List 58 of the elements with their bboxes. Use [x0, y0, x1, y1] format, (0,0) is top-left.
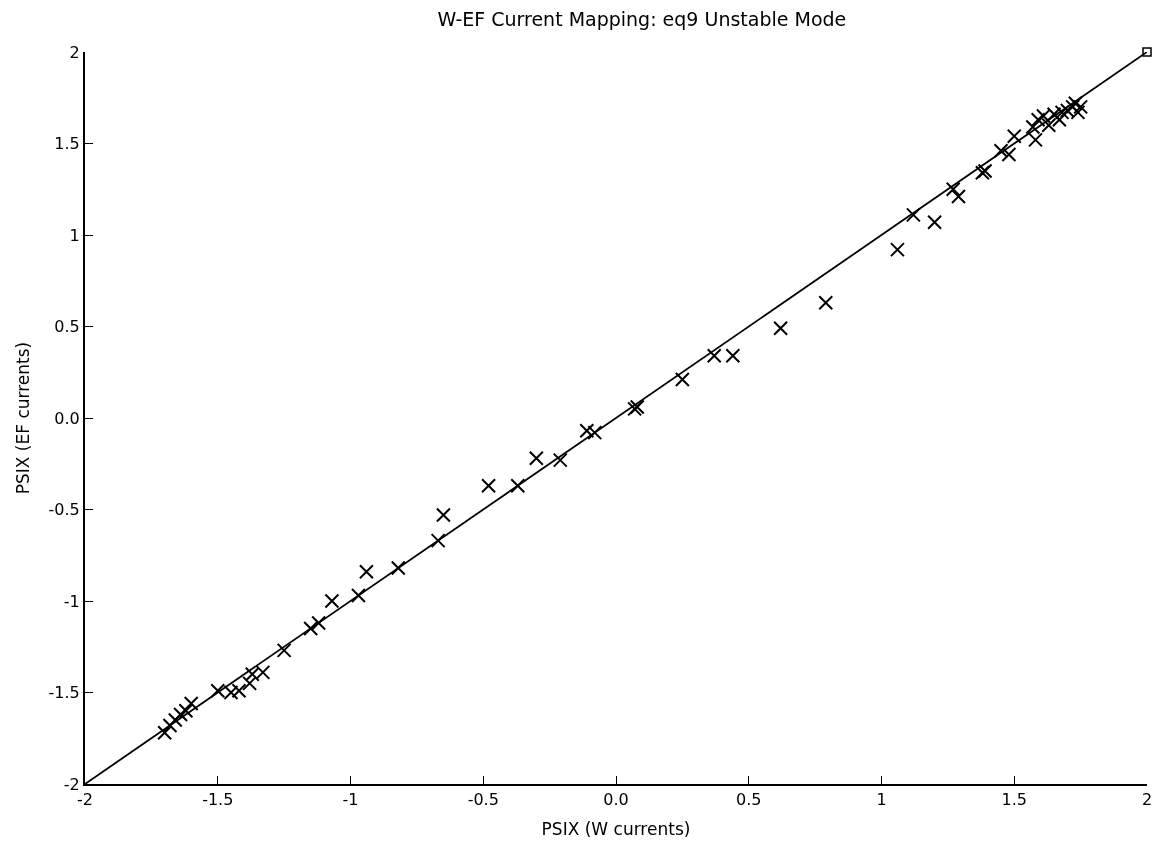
point [311, 615, 327, 631]
point [528, 450, 544, 466]
point [818, 295, 834, 311]
y-tick-label: -1.5 [48, 683, 80, 703]
point [350, 588, 366, 604]
point [242, 675, 258, 691]
point [579, 423, 595, 439]
x-tick-label: 2 [1141, 790, 1153, 810]
point [1030, 112, 1046, 128]
point [303, 620, 319, 636]
point [674, 372, 690, 388]
point [390, 560, 406, 576]
x-tick-label: 0.5 [736, 790, 762, 810]
x-tick-label: -1 [342, 790, 359, 810]
point [1006, 128, 1022, 144]
point [435, 507, 451, 523]
point [324, 593, 340, 609]
point [276, 642, 292, 658]
point [927, 214, 943, 230]
point [773, 320, 789, 336]
point [889, 242, 905, 258]
x-tick-label: 1 [876, 790, 887, 810]
point [1001, 146, 1017, 162]
point [1027, 132, 1043, 148]
point [725, 348, 741, 364]
point [706, 348, 722, 364]
point [951, 189, 966, 205]
point [552, 452, 568, 468]
point [945, 181, 961, 197]
point [157, 725, 173, 741]
point [173, 706, 189, 722]
point [430, 533, 446, 549]
point [905, 207, 921, 223]
point [1051, 112, 1067, 128]
y-tick-label: -0.5 [48, 500, 80, 520]
x-tick-label: 1.5 [1001, 790, 1027, 810]
point [510, 478, 526, 494]
y-axis-title: PSIX (EF currents) [12, 341, 33, 495]
point [587, 425, 603, 441]
y-tick-label: -1 [63, 591, 80, 611]
point [358, 564, 374, 580]
x-tick-label: 0.0 [603, 790, 629, 810]
point [1142, 47, 1152, 57]
chart-title: W-EF Current Mapping: eq9 Unstable Mode [437, 8, 847, 31]
y-tick-label: 1 [69, 225, 80, 245]
x-tick-label: -1.5 [202, 790, 234, 810]
x-tick-label: -0.5 [467, 790, 499, 810]
y-tick-label: 2 [69, 42, 80, 62]
point [183, 695, 199, 711]
x-axis-title: PSIX (W currents) [541, 819, 691, 840]
y-tick-label: 1.5 [54, 134, 80, 154]
point [231, 683, 247, 699]
y-tick-label: -2 [63, 774, 80, 794]
y-tick-label: 0.5 [54, 317, 80, 337]
point [993, 143, 1009, 159]
point [481, 478, 497, 494]
y-tick-label: 0.0 [54, 408, 80, 428]
point [178, 703, 194, 719]
